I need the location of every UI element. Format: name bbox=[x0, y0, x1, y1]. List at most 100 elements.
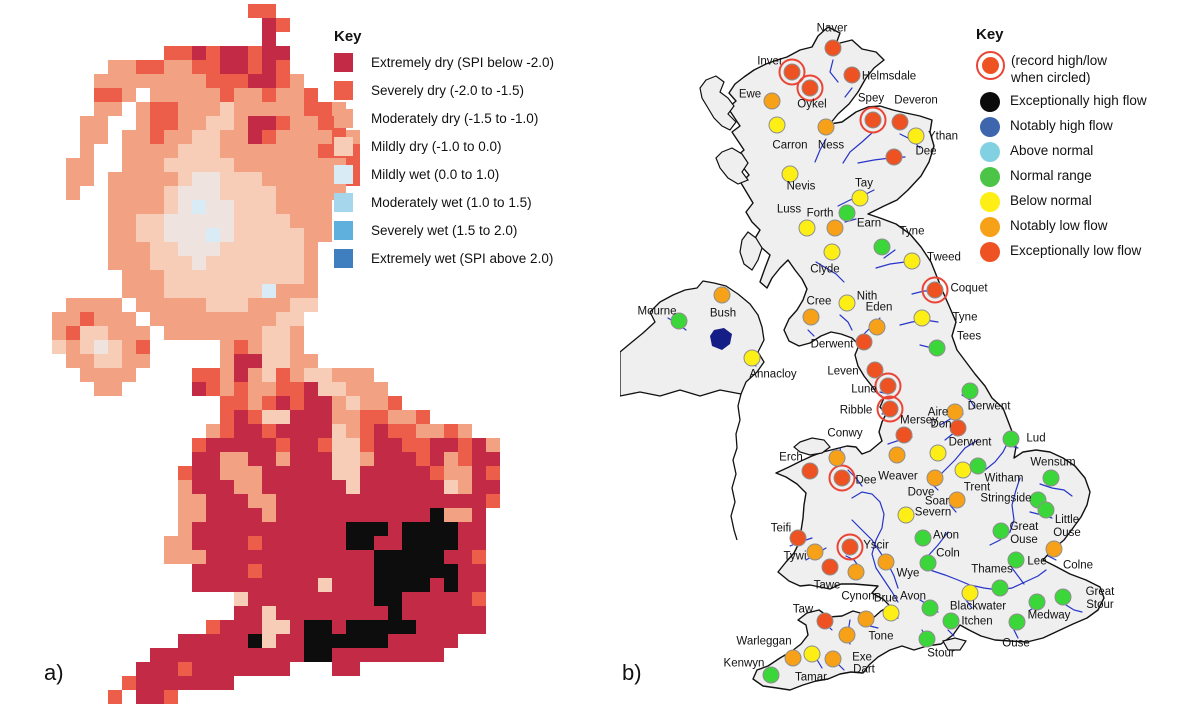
station-dot-mourne[interactable] bbox=[670, 312, 688, 330]
station-dot-wensum[interactable] bbox=[1042, 469, 1060, 487]
station-label-aire: Aire bbox=[927, 406, 949, 419]
station-label-wensum: Wensum bbox=[1030, 456, 1076, 469]
station-dot-dart[interactable] bbox=[824, 650, 842, 668]
station-dot-ythan[interactable] bbox=[907, 127, 925, 145]
station-dot-taw[interactable] bbox=[816, 612, 834, 630]
station-dot-oykel[interactable] bbox=[801, 79, 819, 97]
station-dot-tyne-lothian[interactable] bbox=[873, 238, 891, 256]
station-dot-witham[interactable] bbox=[969, 457, 987, 475]
station-dot-lune[interactable] bbox=[879, 377, 897, 395]
station-dot-exe[interactable] bbox=[838, 626, 856, 644]
station-dot-ribble[interactable] bbox=[881, 400, 899, 418]
flow-legend-dot bbox=[980, 241, 1000, 262]
station-dot-luss[interactable] bbox=[798, 219, 816, 237]
station-dot-ouse-sussex[interactable] bbox=[1008, 613, 1026, 631]
station-dot-avon-warwickshire[interactable] bbox=[914, 529, 932, 547]
station-dot-brue[interactable] bbox=[882, 604, 900, 622]
station-dot-conwy[interactable] bbox=[828, 449, 846, 467]
station-dot-tawe[interactable] bbox=[821, 558, 839, 576]
station-dot-kenwyn[interactable] bbox=[762, 666, 780, 684]
station-dot-spey[interactable] bbox=[864, 111, 882, 129]
station-dot-forth[interactable] bbox=[826, 219, 844, 237]
station-dot-tweed[interactable] bbox=[903, 252, 921, 270]
station-dot-stour-dorset[interactable] bbox=[918, 630, 936, 648]
panel-b-flow-map bbox=[620, 26, 1105, 691]
station-dot-leven[interactable] bbox=[866, 361, 884, 379]
station-label-kenwyn: Kenwyn bbox=[723, 657, 765, 670]
station-dot-don[interactable] bbox=[949, 419, 967, 437]
flow-legend-dot bbox=[980, 91, 1000, 112]
station-dot-cree[interactable] bbox=[802, 308, 820, 326]
station-label-warleggan: Warleggan bbox=[736, 635, 792, 648]
station-dot-severn[interactable] bbox=[897, 506, 915, 524]
station-dot-derwent-cumbria[interactable] bbox=[855, 333, 873, 351]
station-dot-tyne-northumberland[interactable] bbox=[913, 309, 931, 327]
station-label-coln: Coln bbox=[936, 547, 960, 560]
station-label-stringside: Stringside bbox=[980, 492, 1032, 505]
record-ring-yscir bbox=[836, 533, 864, 561]
station-label-erch: Erch bbox=[779, 451, 803, 464]
station-dot-nith[interactable] bbox=[838, 294, 856, 312]
station-dot-tay[interactable] bbox=[851, 189, 869, 207]
station-dot-tywi[interactable] bbox=[806, 543, 824, 561]
station-dot-derwent-midlands[interactable] bbox=[929, 444, 947, 462]
station-dot-cynon[interactable] bbox=[847, 563, 865, 581]
station-dot-dee-scotland[interactable] bbox=[885, 148, 903, 166]
station-label-cynon: Cynon bbox=[841, 590, 875, 603]
station-label-annacloy: Annacloy bbox=[749, 368, 797, 381]
station-dot-derwent-yorkshire[interactable] bbox=[961, 382, 979, 400]
station-dot-tone[interactable] bbox=[857, 610, 875, 628]
station-dot-warleggan[interactable] bbox=[784, 649, 802, 667]
station-dot-teifi[interactable] bbox=[789, 529, 807, 547]
record-ring-dee-wales bbox=[828, 464, 856, 492]
station-dot-tees[interactable] bbox=[928, 339, 946, 357]
station-dot-ness[interactable] bbox=[817, 118, 835, 136]
station-dot-colne[interactable] bbox=[1045, 540, 1063, 558]
station-dot-yscir[interactable] bbox=[841, 538, 859, 556]
station-dot-annacloy[interactable] bbox=[743, 349, 761, 367]
station-dot-deveron[interactable] bbox=[891, 113, 909, 131]
station-dot-inver[interactable] bbox=[783, 63, 801, 81]
station-dot-itchen[interactable] bbox=[942, 612, 960, 630]
station-dot-coln[interactable] bbox=[919, 554, 937, 572]
station-dot-little-ouse[interactable] bbox=[1037, 501, 1055, 519]
station-dot-mersey[interactable] bbox=[895, 426, 913, 444]
station-dot-lud[interactable] bbox=[1002, 430, 1020, 448]
station-dot-great-ouse[interactable] bbox=[992, 522, 1010, 540]
station-dot-coquet[interactable] bbox=[926, 281, 944, 299]
station-dot-erch[interactable] bbox=[801, 462, 819, 480]
station-dot-great-stour[interactable] bbox=[1054, 588, 1072, 606]
spi-legend-item: Mildly wet (0.0 to 1.0) bbox=[334, 165, 604, 184]
station-dot-dee-wales[interactable] bbox=[833, 469, 851, 487]
station-dot-avon-bristol[interactable] bbox=[921, 599, 939, 617]
station-dot-blackwater[interactable] bbox=[961, 584, 979, 602]
station-dot-naver[interactable] bbox=[824, 39, 842, 57]
station-dot-helmsdale[interactable] bbox=[843, 66, 861, 84]
station-label-tees: Tees bbox=[956, 330, 982, 343]
station-dot-eden[interactable] bbox=[868, 318, 886, 336]
station-dot-nevis[interactable] bbox=[781, 165, 799, 183]
station-dot-lee[interactable] bbox=[1007, 551, 1025, 569]
station-dot-thames[interactable] bbox=[991, 579, 1009, 597]
station-label-nevis: Nevis bbox=[786, 180, 816, 193]
station-dot-carron[interactable] bbox=[768, 116, 786, 134]
station-dot-soar[interactable] bbox=[948, 491, 966, 509]
station-label-mourne: Mourne bbox=[637, 305, 677, 318]
station-label-inver: Inver bbox=[757, 55, 783, 68]
station-dot-clyde[interactable] bbox=[823, 243, 841, 261]
station-dot-wye[interactable] bbox=[877, 553, 895, 571]
station-dot-weaver[interactable] bbox=[888, 446, 906, 464]
station-dot-dove[interactable] bbox=[926, 469, 944, 487]
station-dot-bush[interactable] bbox=[713, 286, 731, 304]
station-label-tawe: Tawe bbox=[813, 579, 841, 592]
station-label-naver: Naver bbox=[816, 22, 848, 35]
flow-legend-dot bbox=[980, 166, 1000, 187]
station-dot-earn[interactable] bbox=[838, 204, 856, 222]
station-dot-tamar[interactable] bbox=[803, 645, 821, 663]
record-ring-icon bbox=[976, 51, 1005, 80]
station-dot-ewe[interactable] bbox=[763, 92, 781, 110]
spi-legend-label: Mildly dry (-1.0 to 0.0) bbox=[371, 139, 502, 154]
station-label-oykel: Oykel bbox=[797, 98, 827, 111]
station-dot-medway[interactable] bbox=[1028, 593, 1046, 611]
station-label-tyne-northumberland: Tyne bbox=[952, 311, 978, 324]
